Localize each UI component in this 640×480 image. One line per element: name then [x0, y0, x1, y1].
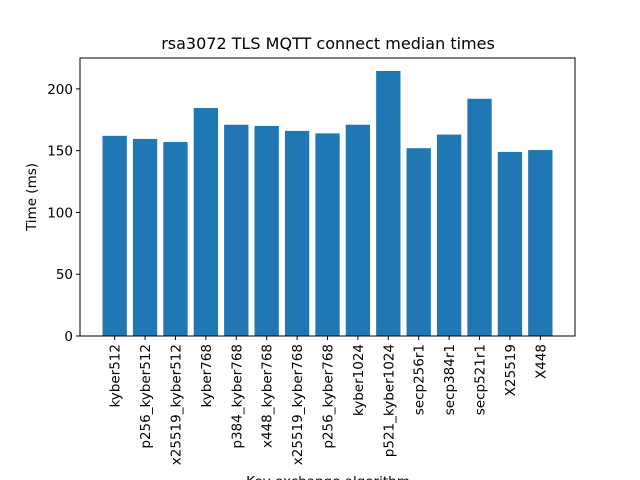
bar [163, 142, 188, 336]
bar [467, 98, 492, 336]
y-tick-label: 0 [64, 329, 73, 345]
x-tick-label: kyber1024 [351, 344, 367, 416]
x-tick-label: x25519_kyber768 [290, 344, 306, 465]
bar [528, 150, 553, 336]
bar [376, 70, 401, 337]
y-tick-label: 200 [47, 82, 73, 98]
x-tick-label: secp384r1 [442, 344, 458, 415]
y-tick-label: 50 [56, 267, 73, 283]
bar [102, 135, 127, 336]
bar [315, 133, 340, 336]
x-axis-label: Key exchange algorithm [246, 474, 410, 480]
x-tick-label: p521_kyber1024 [381, 344, 397, 457]
bar [406, 148, 431, 336]
x-tick-label: p256_kyber512 [138, 344, 154, 449]
plot-frame [79, 57, 576, 337]
y-tick-label: 100 [47, 205, 73, 221]
y-axis-label: Time (ms) [24, 163, 40, 232]
x-tick-label: secp256r1 [412, 344, 428, 415]
x-tick-label: X448 [533, 344, 549, 379]
bar [254, 125, 279, 336]
bar [224, 124, 249, 336]
bar [436, 134, 462, 336]
chart-title: rsa3072 TLS MQTT connect median times [161, 34, 495, 53]
x-tick-label: kyber768 [199, 344, 215, 408]
y-tick-label: 150 [47, 144, 73, 160]
bar [345, 124, 371, 336]
x-tick-label: x448_kyber768 [260, 344, 276, 448]
bar [132, 138, 158, 336]
bar [284, 130, 310, 336]
x-tick-label: x25519_kyber512 [168, 344, 184, 465]
x-tick-label: X25519 [503, 344, 519, 396]
bar [497, 151, 523, 336]
bar [193, 108, 219, 336]
x-tick-label: secp521r1 [473, 344, 489, 415]
x-tick-label: kyber512 [108, 344, 124, 408]
x-tick-label: p256_kyber768 [321, 344, 337, 449]
x-tick-label: p384_kyber768 [229, 344, 245, 449]
